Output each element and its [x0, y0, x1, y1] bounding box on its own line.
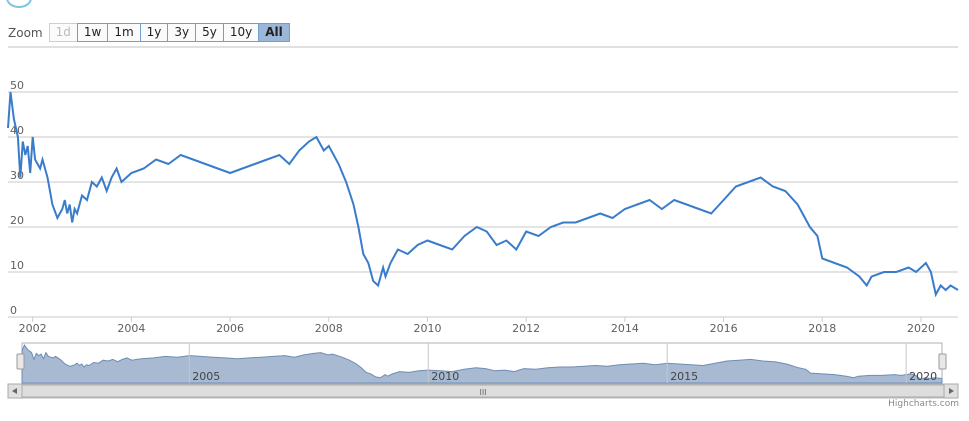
y-tick-label: 50: [10, 79, 24, 92]
scrollbar-thumb[interactable]: [21, 384, 945, 398]
zoom-3y-button[interactable]: 3y: [167, 23, 197, 42]
y-tick-label: 20: [10, 214, 24, 227]
navigator-right-handle[interactable]: [938, 353, 947, 370]
scrollbar-grip: III: [479, 388, 486, 397]
x-tick-label: 2008: [315, 322, 343, 335]
credits-link[interactable]: Highcharts.com: [888, 399, 959, 409]
x-tick-label: 2012: [512, 322, 540, 335]
x-tick-label: 2018: [808, 322, 836, 335]
zoom-10y-button[interactable]: 10y: [222, 23, 260, 42]
zoom-label: Zoom: [8, 25, 43, 40]
x-tick-label: 2010: [413, 322, 441, 335]
zoom-1m-button[interactable]: 1m: [107, 23, 141, 42]
scrollbar[interactable]: III: [7, 383, 959, 399]
zoom-all-button[interactable]: All: [258, 23, 290, 42]
x-tick-label: 2020: [907, 322, 935, 335]
range-selector: Zoom 1d 1w 1m 1y 3y 5y 10y All: [8, 23, 290, 42]
x-tick-label: 2016: [710, 322, 738, 335]
x-tick-label: 2006: [216, 322, 244, 335]
x-tick-label: 2002: [19, 322, 47, 335]
x-tick-label: 2014: [611, 322, 639, 335]
price-series-line: [7, 91, 959, 298]
zoom-1y-button[interactable]: 1y: [139, 23, 169, 42]
navigator-tick-label: 2020: [909, 370, 937, 383]
zoom-1w-button[interactable]: 1w: [76, 23, 109, 42]
navigator-tick-label: 2010: [431, 370, 459, 383]
arrow-right-icon: [949, 388, 954, 394]
zoom-5y-button[interactable]: 5y: [195, 23, 224, 42]
navigator-left-handle[interactable]: [16, 353, 25, 370]
navigator-tick-label: 2005: [192, 370, 220, 383]
navigator-tick-label: 2015: [670, 370, 698, 383]
arrow-left-icon: [12, 388, 17, 394]
navigator-area: [21, 343, 943, 384]
y-tick-label: 30: [10, 169, 24, 182]
y-tick-label: 0: [10, 304, 17, 317]
zoom-1d-button[interactable]: 1d: [48, 23, 78, 42]
y-tick-label: 10: [10, 259, 24, 272]
navigator: 2005 2010 2015 2020: [16, 342, 947, 384]
x-tick-label: 2004: [117, 322, 145, 335]
